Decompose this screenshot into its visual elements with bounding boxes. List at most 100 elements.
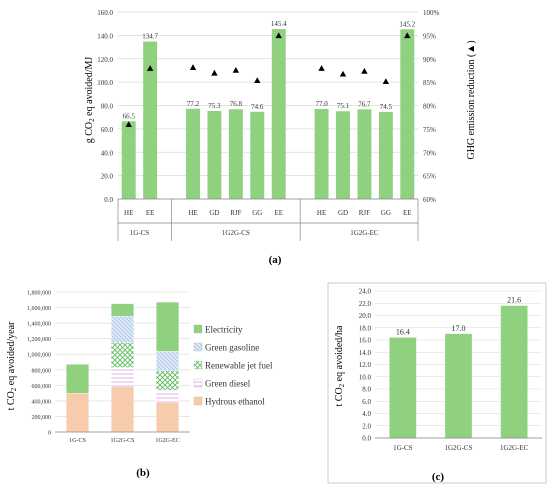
chart-b-bar-segment <box>156 389 179 403</box>
chart-a-reduction-marker <box>339 70 347 77</box>
chart-c-y-tick: 18.0 <box>359 324 372 332</box>
chart-b-legend-item: Green diesel <box>205 379 251 389</box>
chart-a-y2-label: GHG emission reduction (▲) <box>466 40 477 159</box>
chart-a-x-axis: HE EE HE GD RJF GG EE HE GD RJF GG EE 1G-CS 1G2G-CS 1G… <box>117 198 419 241</box>
chart-a-y-tick: 120.0 <box>97 56 113 64</box>
chart-b: 0 200,000 400,000 600,000 800,000 1,000,000 1,… <box>6 291 273 480</box>
chart-a-reduction-marker <box>211 69 218 76</box>
chart-b-bar-segment <box>111 342 134 368</box>
chart-a-reduction-marker <box>232 66 240 73</box>
chart-a-value-label: 75.3 <box>208 102 221 110</box>
chart-a-y2-tick: 95% <box>423 32 436 40</box>
chart-c-y-tick: 12.0 <box>359 361 372 369</box>
chart-a-x-tick: GD <box>338 209 348 217</box>
chart-a-y2-tick: 100% <box>423 9 440 17</box>
panel-b-label: (b) <box>136 467 150 479</box>
chart-c-y-tick: 14.0 <box>359 349 372 357</box>
chart-a-y-tick: 160.0 <box>97 9 113 17</box>
chart-a-x-tick: HE <box>317 209 326 217</box>
panel-c-label: (c) <box>432 471 445 483</box>
chart-a-y-label: g CO2 eq avoided/MJ <box>84 57 96 144</box>
chart-a-reduction-marker <box>404 32 411 39</box>
chart-c-y-tick: 20.0 <box>359 312 372 320</box>
chart-c-y-tick: 16.0 <box>359 337 372 345</box>
chart-a-y-ticks: 0.0 20.0 40.0 60.0 80.0 100.0 120.0 140.0 160.0 <box>97 9 113 204</box>
chart-a-y-tick: 40.0 <box>101 149 114 157</box>
chart-a-bar <box>271 29 286 199</box>
chart-b-y-tick: 1,000,000 <box>27 353 51 359</box>
chart-b-y-tick: 1,200,000 <box>27 337 51 343</box>
chart-c-x-tick: 1G-CS <box>393 444 413 452</box>
chart-c-y-tick: 4.0 <box>362 410 371 418</box>
chart-b-stacked-bars <box>66 301 179 433</box>
chart-a-x-tick: GG <box>252 209 262 217</box>
chart-c-y-tick: 8.0 <box>362 386 371 394</box>
chart-a-x-tick: EE <box>146 209 155 217</box>
chart-b-bar-segment <box>66 392 89 433</box>
chart-a-value-labels: 66.5 134.7 77.2 75.3 76.8 74.6 145.4 77.0 75.1 76… <box>123 20 416 120</box>
chart-a-bar <box>186 108 200 199</box>
chart-a-y2-tick: 65% <box>423 173 436 181</box>
chart-b-bar-segment <box>111 315 134 343</box>
chart-b-legend-item: Green gasoline <box>205 343 259 353</box>
chart-a-reduction-marker <box>275 32 282 39</box>
chart-a-reduction-marker <box>146 65 154 71</box>
chart-a: 0.020.040.060.080.0100.0120.0140.0160.0 … <box>84 9 477 266</box>
chart-b-bar-segment <box>156 402 179 433</box>
chart-a-reduction-marker <box>361 67 368 74</box>
chart-b-y-tick: 1,800,000 <box>27 291 51 297</box>
chart-a-bar <box>378 111 393 199</box>
chart-a-value-label: 77.2 <box>187 100 200 108</box>
chart-a-bar <box>228 109 243 199</box>
chart-b-y-ticks: 0 200,000 400,000 600,000 800,000 1,000,000 1,… <box>27 291 51 437</box>
chart-c-x-tick: 1G2G-EC <box>500 444 529 452</box>
chart-a-bar <box>143 41 158 200</box>
chart-a-bars <box>121 29 415 200</box>
chart-b-legend-swatch <box>193 342 203 352</box>
chart-a-value-label: 74.6 <box>251 103 264 111</box>
chart-b-legend-swatch <box>193 324 203 334</box>
chart-a-x-tick: RJF <box>359 209 370 217</box>
chart-b-x-tick: 1G2G-EC <box>155 438 179 444</box>
chart-c-value-label: 16.4 <box>396 328 410 337</box>
chart-a-value-label: 66.5 <box>123 112 136 120</box>
chart-a-group-label: 1G2G-EC <box>350 229 379 237</box>
chart-a-reduction-marker <box>125 121 132 127</box>
chart-b-y-tick: 0 <box>48 431 51 437</box>
chart-b-bar-segment <box>111 386 134 433</box>
chart-a-y-tick: 60.0 <box>101 126 114 134</box>
chart-a-y2-tick: 90% <box>423 56 436 64</box>
chart-c-y-tick: 6.0 <box>362 398 371 406</box>
chart-b-y-tick: 1,600,000 <box>27 306 51 312</box>
chart-a-x-tick: GD <box>209 209 219 217</box>
chart-c-y-label: t CO2 eq avoided/ha <box>334 325 346 407</box>
chart-c-frame <box>327 282 547 484</box>
chart-c-x-axis: 1G-CS 1G2G-CS 1G2G-EC <box>375 437 542 452</box>
chart-c-x-tick: 1G2G-CS <box>444 444 472 452</box>
chart-a-bar <box>250 111 265 199</box>
chart-c-bars <box>389 305 528 438</box>
chart-b-y-tick: 1,400,000 <box>27 322 51 328</box>
chart-a-y-tick: 20.0 <box>101 173 114 181</box>
chart-a-value-label: 77.0 <box>315 100 328 108</box>
chart-a-reduction-markers <box>125 32 411 127</box>
chart-b-bar-segment <box>156 301 179 352</box>
chart-a-y2-tick: 70% <box>423 149 436 157</box>
chart-a-group-label: 1G2G-CS <box>222 229 250 237</box>
chart-c-y-tick: 2.0 <box>362 422 371 430</box>
chart-b-y-tick: 600,000 <box>32 384 52 390</box>
chart-a-y-tick: 0.0 <box>104 196 113 204</box>
chart-a-y-tick: 100.0 <box>97 79 113 87</box>
chart-b-legend-item: Electricity <box>205 325 243 335</box>
chart-a-bar <box>336 111 350 199</box>
chart-b-legend-swatch <box>193 360 203 370</box>
chart-b-bar-segment <box>156 350 179 371</box>
chart-c-y-ticks: 0.0 2.0 4.0 6.0 8.0 10.0 12.0 14.0 16.0 18.0 20.0 2… <box>359 288 372 443</box>
chart-c-y-tick: 22.0 <box>359 300 372 308</box>
chart-a-x-tick: RJF <box>230 209 241 217</box>
chart-c-y-tick: 10.0 <box>359 373 372 381</box>
chart-b-legend: Electricity Green gasoline Renewable jet f… <box>193 324 273 407</box>
chart-b-bar-segment <box>66 364 89 394</box>
chart-b-x-tick: 1G2G-CS <box>110 438 134 444</box>
